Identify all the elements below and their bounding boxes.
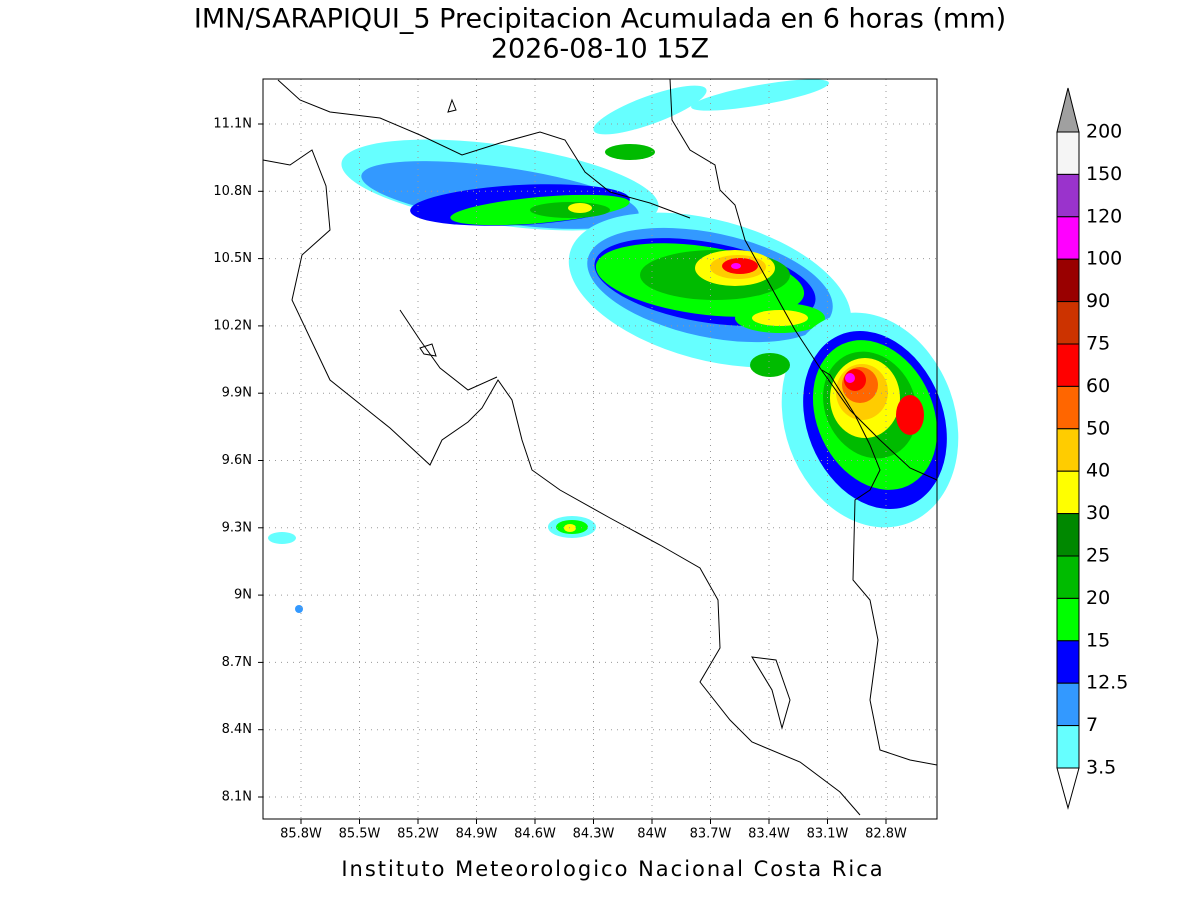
- coastline: [262, 78, 938, 816]
- colorbar-box: [1056, 216, 1080, 260]
- lat-tick-label: 9N: [234, 588, 252, 603]
- colorbar-box: [1056, 555, 1080, 599]
- footer: Instituto Meteorologico Nacional Costa R…: [341, 857, 884, 881]
- lon-tick-label: 85.5W: [339, 827, 381, 842]
- lon-tick-label: 82.8W: [865, 827, 907, 842]
- lat-tick-label: 9.9N: [222, 386, 252, 401]
- colorbar-box: [1056, 428, 1080, 472]
- colorbar-box: [1056, 725, 1080, 769]
- lon-tick-label: 84W: [637, 827, 667, 842]
- colorbar-label: 60: [1086, 375, 1110, 397]
- colorbar: 200 150 120 100 90 75 60 50 40 30 25 20 15 12.5 7 3.5: [1056, 87, 1128, 810]
- colorbar-label: 150: [1086, 163, 1122, 185]
- lat-tick-label: 8.4N: [222, 722, 252, 737]
- lat-tick-label: 8.7N: [222, 655, 252, 670]
- title: IMN/SARAPIQUI_5 Precipitacion Acumulada …: [194, 4, 1006, 35]
- colorbar-box: [1056, 131, 1080, 175]
- lon-tick-label: 85.2W: [397, 827, 439, 842]
- colorbar-label: 7: [1086, 714, 1098, 736]
- colorbar-label: 50: [1086, 417, 1110, 439]
- precipitation-field: [268, 79, 959, 613]
- colorbar-box: [1056, 640, 1080, 684]
- colorbar-box: [1056, 258, 1080, 303]
- colorbar-box: [1056, 513, 1080, 557]
- graticule: 85.8W 85.5W 85.2W 84.9W 84.6W 84.3W 84W 83.7W 83…: [213, 79, 937, 842]
- colorbar-label: 100: [1086, 248, 1122, 270]
- colorbar-label: 25: [1086, 545, 1110, 567]
- lat-tick-label: 10.2N: [213, 318, 252, 333]
- colorbar-label: 200: [1086, 121, 1122, 143]
- colorbar-box: [1056, 301, 1080, 345]
- map-frame: [262, 78, 938, 820]
- colorbar-label: 40: [1086, 460, 1110, 482]
- colorbar-label: 30: [1086, 502, 1110, 524]
- colorbar-label: 75: [1086, 333, 1110, 355]
- colorbar-box: [1056, 343, 1080, 387]
- colorbar-bottom-triangle: [1056, 767, 1080, 810]
- lon-tick-label: 84.6W: [514, 827, 556, 842]
- subtitle: 2026-08-10 15Z: [491, 34, 709, 65]
- lon-tick-label: 83.4W: [748, 827, 790, 842]
- lon-tick-label: 83.1W: [807, 827, 849, 842]
- lat-tick-label: 10.5N: [213, 251, 252, 266]
- lat-tick-label: 9.6N: [222, 453, 252, 468]
- colorbar-top-triangle: [1056, 87, 1080, 133]
- colorbar-box: [1056, 385, 1080, 430]
- lon-tick-label: 84.9W: [456, 827, 498, 842]
- lat-tick-label: 11.1N: [213, 117, 252, 132]
- lat-tick-label: 9.3N: [222, 520, 252, 535]
- colorbar-box: [1056, 173, 1080, 218]
- lon-tick-label: 83.7W: [690, 827, 732, 842]
- colorbar-label: 12.5: [1086, 672, 1128, 694]
- lon-tick-label: 85.8W: [280, 827, 322, 842]
- colorbar-box: [1056, 597, 1080, 642]
- colorbar-label: 15: [1086, 629, 1110, 651]
- lat-tick-label: 8.1N: [222, 790, 252, 805]
- colorbar-label: 90: [1086, 290, 1110, 312]
- lat-tick-label: 10.8N: [213, 184, 252, 199]
- colorbar-box: [1056, 470, 1080, 515]
- lon-tick-label: 84.3W: [573, 827, 615, 842]
- colorbar-label: 120: [1086, 205, 1122, 227]
- colorbar-label: 20: [1086, 587, 1110, 609]
- colorbar-label: 3.5: [1086, 757, 1116, 779]
- colorbar-box: [1056, 682, 1080, 727]
